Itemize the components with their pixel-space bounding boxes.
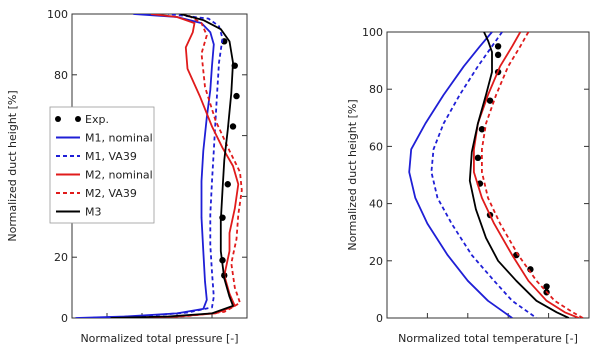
legend-marker — [75, 116, 81, 122]
series-line-m1v — [430, 32, 538, 318]
y-tick-label: 20 — [369, 255, 383, 268]
exp-point — [486, 97, 494, 104]
exp-point — [494, 43, 502, 50]
y-tick-label: 100 — [362, 26, 383, 39]
series-line-m2v — [481, 32, 584, 318]
axes-frame — [386, 31, 590, 319]
series-line-m1n — [408, 32, 513, 318]
temperature-panel: 0 20 40 60 80 100 Normalized total temperature… — [346, 26, 590, 345]
exp-point — [224, 181, 231, 188]
x-axis-label: Normalized total pressure [-] — [80, 332, 238, 345]
y-tick-label: 0 — [376, 312, 383, 325]
exp-point — [494, 51, 502, 59]
series-line-m2n — [473, 32, 580, 318]
legend-label: M2, VA39 — [85, 187, 137, 200]
exp-point — [478, 126, 486, 133]
legend-label: M3 — [85, 206, 102, 219]
y-tick-label: 20 — [54, 251, 68, 264]
series-line-m2n — [120, 14, 240, 318]
y-axis-label: Normalized duct height [%] — [6, 90, 19, 241]
y-axis-label: Normalized duct height [%] — [346, 99, 359, 250]
series-line-m2v — [131, 14, 243, 318]
legend-label: M1, VA39 — [85, 150, 137, 163]
series-line-m3 — [468, 32, 570, 318]
y-tick-label: 0 — [61, 312, 68, 325]
y-tick-label: 100 — [47, 8, 68, 21]
legend-label: M1, nominal — [85, 132, 153, 145]
y-tick-label: 60 — [369, 140, 383, 153]
legend-box — [49, 106, 155, 224]
x-axis-label: Normalized total temperature [-] — [398, 332, 578, 345]
y-tick-label: 80 — [369, 83, 383, 96]
legend: Exp. M1, nominal M1, VA39 M2, nominal M2, VA… — [49, 106, 155, 224]
exp-point — [233, 92, 240, 100]
series-line-m3 — [110, 14, 234, 318]
plot-area — [408, 32, 584, 318]
legend-label: M2, nominal — [85, 169, 153, 182]
legend-label: Exp. — [85, 113, 109, 126]
exp-point — [474, 154, 482, 162]
exp-point — [229, 123, 237, 130]
plot-area — [75, 14, 243, 318]
y-tick-label: 80 — [54, 69, 68, 82]
series-line-m1v — [85, 14, 224, 318]
exp-point — [543, 283, 550, 290]
legend-marker — [55, 116, 61, 122]
y-tick-label: 40 — [369, 198, 383, 211]
